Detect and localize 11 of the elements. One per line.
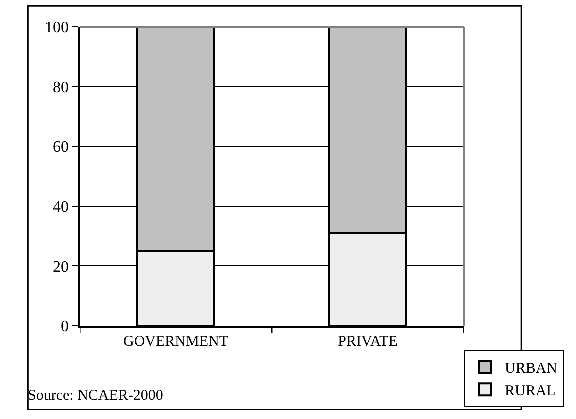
y-tick-label: 80 — [53, 79, 70, 96]
x-tick-label: PRIVATE — [338, 334, 398, 350]
legend-label: URBAN — [505, 361, 558, 378]
y-tick-label: 0 — [61, 318, 70, 336]
y-tick-label: 100 — [45, 20, 70, 37]
source-note: Source: NCAER-2000 — [28, 388, 164, 404]
x-tick-label: GOVERNMENT — [124, 334, 228, 350]
legend-label: RURAL — [505, 384, 556, 400]
y-tick-label: 20 — [53, 258, 70, 276]
y-tick-label: 60 — [53, 139, 70, 156]
y-tick-label: 40 — [53, 199, 70, 216]
